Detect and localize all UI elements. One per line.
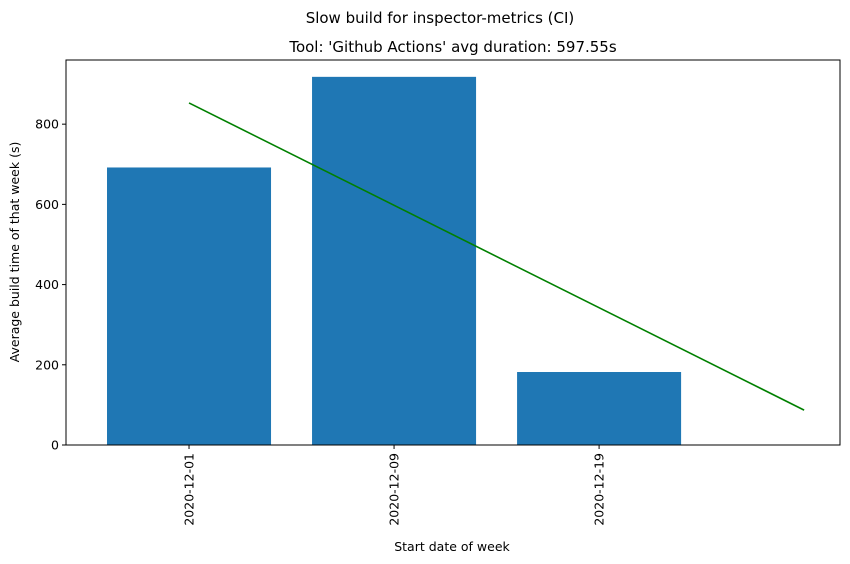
x-tick-label-2020-12-19: 2020-12-19: [592, 453, 607, 526]
y-axis: 0 200 400 600 800: [35, 117, 66, 453]
y-axis-label: Average build time of that week (s): [7, 142, 22, 363]
plot-frame: [65, 59, 841, 446]
x-axis: 2020-12-01 2020-12-09 2020-12-19: [182, 445, 607, 526]
bar-2020-12-09: [312, 76, 477, 445]
trend-line: [188, 102, 805, 411]
bars-layer: [107, 76, 682, 445]
bar-2020-12-19: [517, 372, 682, 445]
y-tick-label-400: 400: [35, 277, 59, 292]
y-tick-label-0: 0: [51, 438, 59, 453]
chart-suptitle: Slow build for inspector-metrics (CI): [306, 9, 575, 27]
chart-title: Tool: 'Github Actions' avg duration: 597…: [288, 38, 617, 56]
bar-2020-12-01: [107, 167, 272, 445]
x-tick-label-2020-12-01: 2020-12-01: [182, 453, 197, 526]
x-tick-label-2020-12-09: 2020-12-09: [387, 453, 402, 526]
y-tick-label-800: 800: [35, 117, 59, 132]
x-axis-label: Start date of week: [394, 539, 510, 554]
y-tick-label-600: 600: [35, 197, 59, 212]
trend-layer: [188, 102, 805, 411]
y-tick-label-200: 200: [35, 357, 59, 372]
